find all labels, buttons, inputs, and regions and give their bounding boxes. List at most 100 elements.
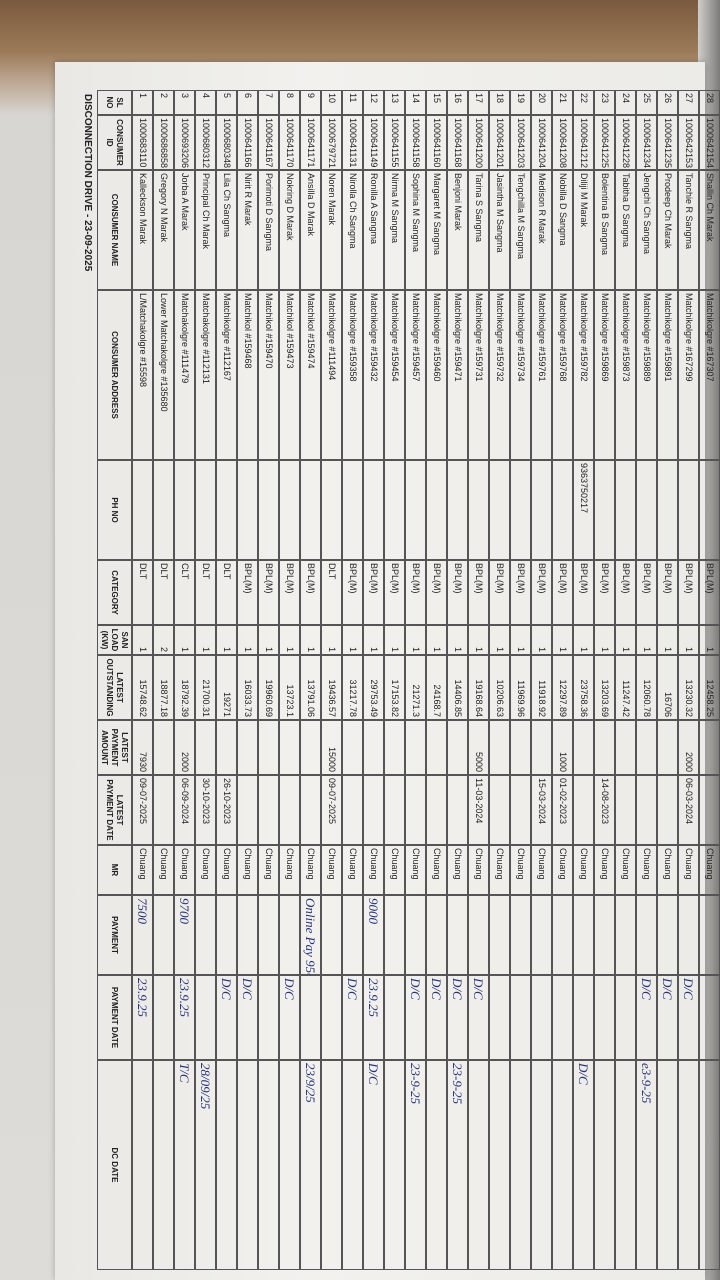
cell: 1 [384, 625, 405, 655]
cell: Tabitha D Sangma [615, 170, 636, 290]
cell [699, 975, 720, 1060]
cell: Matchikolgre #159358 [342, 290, 363, 460]
cell [531, 460, 552, 560]
cell: DLT [132, 560, 153, 625]
cell: Chuang [384, 845, 405, 895]
cell: 13723.1 [279, 655, 300, 720]
cell [153, 895, 174, 975]
cell: 28 [699, 90, 720, 115]
cell: 23-9-25 [447, 1060, 468, 1270]
column-header: CONSUMER ID [97, 115, 132, 170]
cell: 9 [300, 90, 321, 115]
cell: 16033.73 [237, 655, 258, 720]
cell [447, 775, 468, 845]
cell [132, 460, 153, 560]
table-row: 11 1000641131 Nirolla Ch Sangma Matchikolgr… [342, 90, 363, 1270]
cell [321, 1060, 342, 1270]
cell: Chuang [153, 845, 174, 895]
cell: 9000 [363, 895, 384, 975]
column-header: SAN LOAD (KW) [97, 625, 132, 655]
cell [195, 460, 216, 560]
cell: Matchikolgre #159471 [447, 290, 468, 460]
cell: D/C [216, 975, 237, 1060]
cell: 1000641228 [615, 115, 636, 170]
cell [426, 1060, 447, 1270]
cell: 23.9.25 [363, 975, 384, 1060]
column-header: CATEGORY [97, 560, 132, 625]
cell: Tarina S Sangma [468, 170, 489, 290]
cell: Matchikolgre #159454 [384, 290, 405, 460]
cell: 1 [132, 90, 153, 115]
cell: 14 [405, 90, 426, 115]
cell: 1 [237, 625, 258, 655]
cell: Nirma M Sangma [384, 170, 405, 290]
cell: Matchikolgre #159869 [594, 290, 615, 460]
cell [615, 975, 636, 1060]
cell: D/C [468, 975, 489, 1060]
column-header: LATEST PAYMENT AMOUNT [97, 720, 132, 775]
cell [384, 895, 405, 975]
cell: 23 [594, 90, 615, 115]
table-row: 14 1000641158 Sophina M Sangma Matchikolgre… [405, 90, 426, 1270]
cell: DLT [153, 560, 174, 625]
cell: BPL(M) [384, 560, 405, 625]
table-row: 19 1000641203 Tengchilla M Sangma Matchikol… [510, 90, 531, 1270]
table-row: 18 1000641201 Jasintha M Sangma Matchikolgr… [489, 90, 510, 1270]
cell: 1 [321, 625, 342, 655]
cell: 17153.82 [384, 655, 405, 720]
cell: Lower Matchakolgre #135680 [153, 290, 174, 460]
cell [447, 720, 468, 775]
cell: 13230.32 [678, 655, 699, 720]
cell: Jengchi Ch Sangma [636, 170, 657, 290]
cell [636, 460, 657, 560]
cell: 24 [615, 90, 636, 115]
cell: 23.9.25 [174, 975, 195, 1060]
table-row: 23 1000641225 Bolentina B Sangma Matchikolg… [594, 90, 615, 1270]
table-row: 22 1000641212 Diliji M Marak Matchikolgre #… [573, 90, 594, 1270]
table-row: 12 1000641149 Ronilla A Sangma Matchikolgre… [363, 90, 384, 1270]
cell: 15748.62 [132, 655, 153, 720]
cell: BPL(M) [510, 560, 531, 625]
cell [363, 460, 384, 560]
cell [384, 1060, 405, 1270]
cell: 1 [258, 625, 279, 655]
cell [426, 720, 447, 775]
table-row: 28 1000642154 Shallin Ch Marak Matchikolgre… [699, 90, 720, 1270]
cell: 1000641208 [552, 115, 573, 170]
cell: Chuang [678, 845, 699, 895]
cell: 1 [594, 625, 615, 655]
cell: Shallin Ch Marak [699, 170, 720, 290]
cell [153, 975, 174, 1060]
cell: 1000641155 [384, 115, 405, 170]
cell [258, 975, 279, 1060]
cell: 16 [447, 90, 468, 115]
cell: BPL(M) [594, 560, 615, 625]
cell [489, 775, 510, 845]
cell: Chuang [573, 845, 594, 895]
cell [489, 975, 510, 1060]
cell: D/C [636, 975, 657, 1060]
cell: DLT [321, 560, 342, 625]
paper [55, 62, 705, 1280]
table-row: 2 1000686858 Gregory N Marak Lower Matchako… [153, 90, 174, 1270]
cell [258, 460, 279, 560]
cell [510, 460, 531, 560]
cell: Matchikolgre #159732 [489, 290, 510, 460]
cell: Chuang [174, 845, 195, 895]
cell: 19168.64 [468, 655, 489, 720]
cell: 1000641212 [573, 115, 594, 170]
cell: Matchikolgre #159889 [636, 290, 657, 460]
cell: 1 [342, 625, 363, 655]
cell [321, 460, 342, 560]
cell [468, 460, 489, 560]
table-row: 13 1000641155 Nirma M Sangma Matchikolgre #… [384, 90, 405, 1270]
cell: D/C [363, 1060, 384, 1270]
cell: Matchikolgre #159768 [552, 290, 573, 460]
cell: 1 [615, 625, 636, 655]
cell: 21700.31 [195, 655, 216, 720]
cell [216, 460, 237, 560]
cell: 1000641166 [237, 115, 258, 170]
cell: 5 [216, 90, 237, 115]
cell [426, 895, 447, 975]
